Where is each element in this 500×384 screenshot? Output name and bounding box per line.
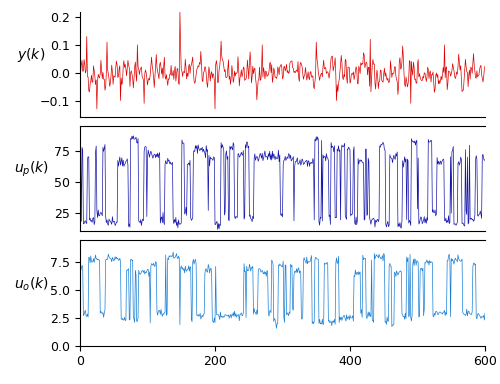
Y-axis label: $y(k)$: $y(k)$ [18,46,46,65]
Y-axis label: $u_p(k)$: $u_p(k)$ [14,159,49,179]
Y-axis label: $u_o(k)$: $u_o(k)$ [14,275,49,293]
